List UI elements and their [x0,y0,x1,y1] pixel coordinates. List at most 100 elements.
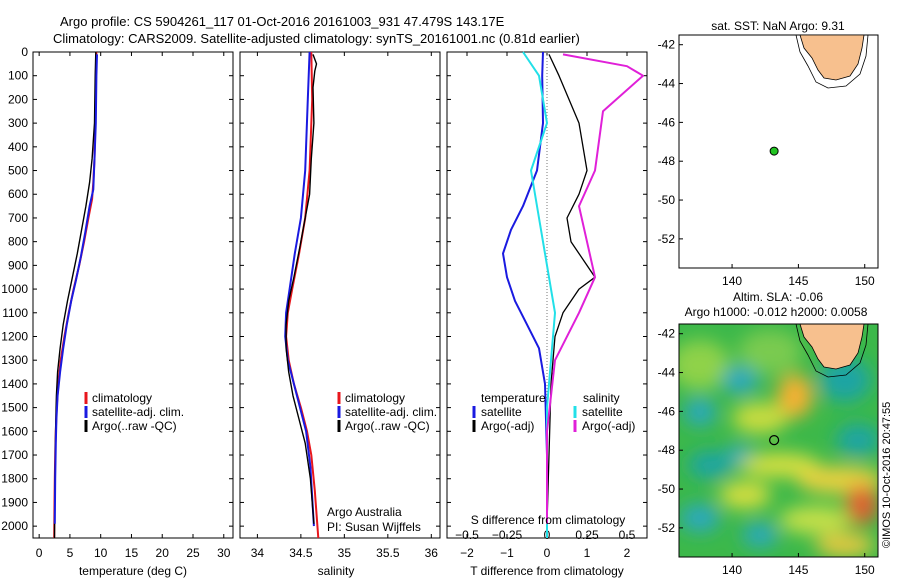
map-x-tick-label: 150 [855,563,875,577]
s-diff-tick-label: 0.25 [575,528,599,542]
map-x-tick-label: 145 [788,563,808,577]
s-diff-tick-label: 0.5 [619,528,636,542]
legend-label-climatology: climatology [345,391,405,405]
legend-label-satellite-adj: satellite-adj. clim. [92,405,184,419]
sla-map-field [679,324,878,557]
map-y-tick-label: -46 [658,404,676,418]
series-line [546,53,644,524]
map-y-tick-label: -48 [658,154,676,168]
sst-map-axes: 140 145 150 -42 -44 -46 -48 -50 -52 [658,38,875,288]
x-tick-label: 1 [584,546,591,560]
sla-map-axes: 140 145 150 -42 -44 -46 -48 -50 -52 [658,327,875,577]
x-tick-label: 5 [67,546,74,560]
x-tick-label: 0 [544,546,551,560]
imos-credit: ©IMOS 10-Oct-2016 20:47:55 [881,402,893,548]
legend-label-climatology: climatology [92,391,152,405]
series-line [285,54,318,524]
sla-map-title: Altim. SLA: -0.06 [733,290,823,304]
x-tick-label: 34.5 [289,546,313,560]
map-y-tick-label: -50 [658,482,676,496]
map-y-tick-label: -48 [658,443,676,457]
map-x-tick-label: 145 [788,274,808,288]
legend-label-sal-argo: Argo(-adj) [582,419,635,433]
t-difference-axis-label: T difference from climatology [470,564,624,578]
depth-tick-label: 0 [21,45,28,59]
temperature-panel [32,51,234,539]
source-annotation: Argo Australia [327,505,402,519]
map-y-tick-label: -52 [658,521,676,535]
coast-contour [795,35,869,89]
depth-tick-label: 1600 [1,424,28,438]
map-y-tick-label: -44 [658,366,676,380]
difference-series [502,51,644,538]
depth-tick-label: 200 [8,92,28,106]
x-tick-label: 30 [217,546,231,560]
sla-map-frame [678,323,879,558]
depth-tick-label: 1300 [1,353,28,367]
legend-label-argo: Argo(..raw -QC) [92,419,177,433]
x-tick-label: 15 [125,546,139,560]
map-y-tick-label: -46 [658,115,676,129]
legend-label-temp-satellite: satellite [481,405,522,419]
s-diff-tick-label: −0.5 [455,528,479,542]
salinity-series [284,51,320,539]
legend-label-sal-satellite: satellite [582,405,623,419]
map-y-tick-label: -44 [658,77,676,91]
depth-tick-label: 1700 [1,448,28,462]
x-tick-label: −2 [460,546,474,560]
legend-label-temp-argo: Argo(-adj) [481,419,534,433]
depth-tick-label: 1800 [1,472,28,486]
series-line [502,51,548,538]
salinity-panel [239,51,441,539]
title-line-2: Climatology: CARS2009. Satellite-adjuste… [53,31,580,46]
pi-annotation: PI: Susan Wijffels [327,520,421,534]
legend-heading-temperature: temperature [481,391,546,405]
depth-tick-label: 1900 [1,495,28,509]
x-tick-label: 20 [156,546,170,560]
depth-tick-label: 400 [8,140,28,154]
argo-float-marker [769,434,780,446]
salinity-axis: 34 34.5 35 35.5 36 [251,52,438,560]
depth-tick-label: 700 [8,211,28,225]
depth-tick-label: 600 [8,187,28,201]
depth-tick-label: 900 [8,258,28,272]
sla-map-subtitle: Argo h1000: -0.012 h2000: 0.0058 [685,305,868,319]
depth-tick-label: 800 [8,235,28,249]
depth-tick-label: 1500 [1,401,28,415]
s-diff-tick-label: −0.25 [492,528,523,542]
map-y-tick-label: -50 [658,193,676,207]
temperature-axis-label: temperature (deg C) [79,564,187,578]
series-line [546,54,596,524]
depth-tick-label: 2000 [1,519,28,533]
s-difference-axis-label: S difference from climatology [471,513,626,527]
depth-axis: 0 100 200 300 400 500 600 700 800 900 1000 1100 1200… [1,45,647,533]
temperature-axis: 0 5 10 15 20 25 30 [36,52,231,560]
legend-heading-salinity: salinity [583,391,620,405]
series-line [522,51,556,538]
map-y-tick-label: -42 [658,38,676,52]
sst-map-title: sat. SST: NaN Argo: 9.31 [711,19,845,33]
series-line [53,54,98,524]
legend-label-argo: Argo(..raw -QC) [345,419,430,433]
x-tick-label: 35.5 [376,546,400,560]
salinity-axis-label: salinity [318,564,355,578]
tasmania-land [799,35,865,81]
x-tick-label: −1 [500,546,514,560]
depth-tick-label: 500 [8,164,28,178]
coast-contour [795,324,869,378]
x-tick-label: 25 [186,546,200,560]
salinity-legend: climatology satellite-adj. clim. Argo(..… [327,391,437,534]
tasmania-land [799,324,865,370]
depth-tick-label: 1000 [1,282,28,296]
x-tick-label: 35 [338,546,352,560]
title-line-1: Argo profile: CS 5904261_117 01-Oct-2016… [60,14,505,29]
map-x-tick-label: 140 [722,274,742,288]
depth-tick-label: 300 [8,116,28,130]
difference-legend: temperature salinity satellite Argo(-adj… [472,391,635,433]
depth-tick-label: 1400 [1,377,28,391]
sst-map-content [795,35,869,89]
x-tick-label: 2 [624,546,631,560]
depth-tick-label: 1200 [1,329,28,343]
x-tick-label: 10 [94,546,108,560]
